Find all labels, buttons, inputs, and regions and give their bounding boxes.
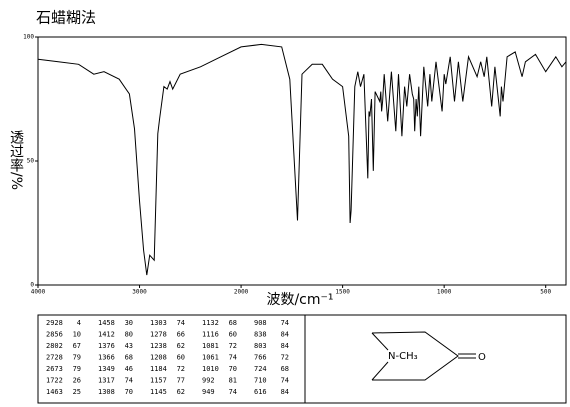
peak-transmittance: 10 <box>73 331 81 339</box>
peak-wavenumber: 1081 <box>202 342 219 350</box>
peak-wavenumber: 838 <box>254 331 267 339</box>
peak-transmittance: 4 <box>77 319 81 327</box>
peak-wavenumber: 949 <box>202 388 215 396</box>
peak-wavenumber: 1308 <box>98 388 115 396</box>
peak-wavenumber: 1349 <box>98 365 115 373</box>
peak-transmittance: 62 <box>177 342 185 350</box>
peak-transmittance: 74 <box>281 319 289 327</box>
peak-wavenumber: 1463 <box>46 388 63 396</box>
peak-wavenumber: 1184 <box>150 365 167 373</box>
peak-transmittance: 74 <box>229 354 237 362</box>
peak-wavenumber: 2802 <box>46 342 63 350</box>
peak-transmittance: 72 <box>229 342 237 350</box>
x-tick-label: 1500 <box>335 289 350 296</box>
peak-transmittance: 80 <box>125 331 133 339</box>
peak-wavenumber: 1722 <box>46 377 63 385</box>
peak-transmittance: 68 <box>229 319 237 327</box>
peak-wavenumber: 710 <box>254 377 267 385</box>
peak-transmittance: 74 <box>177 319 185 327</box>
peak-wavenumber: 1132 <box>202 319 219 327</box>
peak-wavenumber: 1412 <box>98 331 115 339</box>
peak-wavenumber: 1458 <box>98 319 115 327</box>
peak-transmittance: 74 <box>125 377 133 385</box>
peak-wavenumber: 616 <box>254 388 267 396</box>
peak-wavenumber: 1376 <box>98 342 115 350</box>
peak-transmittance: 70 <box>229 365 237 373</box>
peak-transmittance: 79 <box>73 354 81 362</box>
structure-drawing <box>371 331 476 381</box>
peak-wavenumber: 1145 <box>150 388 167 396</box>
peak-transmittance: 84 <box>281 342 289 350</box>
peak-transmittance: 43 <box>125 342 133 350</box>
x-tick-label: 500 <box>540 289 551 296</box>
ring-bond <box>371 331 459 381</box>
x-tick-label: 2000 <box>234 289 249 296</box>
peak-transmittance: 81 <box>229 377 237 385</box>
peak-transmittance: 66 <box>177 331 185 339</box>
y-tick-label: 50 <box>27 158 35 165</box>
peak-wavenumber: 1157 <box>150 377 167 385</box>
peak-wavenumber: 992 <box>202 377 215 385</box>
peak-transmittance: 26 <box>73 377 81 385</box>
peak-wavenumber: 1116 <box>202 331 219 339</box>
peak-wavenumber: 2673 <box>46 365 63 373</box>
peak-wavenumber: 724 <box>254 365 267 373</box>
peak-wavenumber: 2728 <box>46 354 63 362</box>
y-axis-label: 透过率/% <box>8 130 24 190</box>
peak-transmittance: 72 <box>177 365 185 373</box>
peak-transmittance: 60 <box>229 331 237 339</box>
peak-wavenumber: 1317 <box>98 377 115 385</box>
peak-wavenumber: 2928 <box>46 319 63 327</box>
peak-transmittance: 74 <box>281 377 289 385</box>
peak-transmittance: 30 <box>125 319 133 327</box>
x-tick-label: 4000 <box>31 289 46 296</box>
bridge-bond <box>371 361 389 381</box>
peak-wavenumber: 1303 <box>150 319 167 327</box>
peak-transmittance: 68 <box>125 354 133 362</box>
peak-wavenumber: 803 <box>254 342 267 350</box>
peak-table-frame <box>37 314 567 404</box>
peak-wavenumber: 766 <box>254 354 267 362</box>
peak-wavenumber: 1061 <box>202 354 219 362</box>
peak-transmittance: 68 <box>281 365 289 373</box>
peak-transmittance: 79 <box>73 365 81 373</box>
y-tick-label: 100 <box>23 34 34 41</box>
x-tick-label: 1000 <box>437 289 452 296</box>
peak-wavenumber: 1238 <box>150 342 167 350</box>
peak-wavenumber: 1208 <box>150 354 167 362</box>
peak-wavenumber: 1278 <box>150 331 167 339</box>
peak-wavenumber: 908 <box>254 319 267 327</box>
chart-title: 石蜡糊法 <box>36 9 96 27</box>
bridge-bond <box>371 332 389 351</box>
peak-transmittance: 62 <box>177 388 185 396</box>
x-tick-label: 3000 <box>132 289 147 296</box>
y-tick-label: 0 <box>30 282 34 289</box>
peak-transmittance: 84 <box>281 331 289 339</box>
x-axis-label: 波数/cm⁻¹ <box>266 292 333 308</box>
spectrum-line <box>37 43 567 276</box>
peak-transmittance: 77 <box>177 377 185 385</box>
amine-label: N-CH₃ <box>388 351 418 362</box>
peak-transmittance: 67 <box>73 342 81 350</box>
peak-transmittance: 70 <box>125 388 133 396</box>
peak-transmittance: 60 <box>177 354 185 362</box>
oxygen-label: O <box>478 352 486 363</box>
peak-transmittance: 84 <box>281 388 289 396</box>
peak-wavenumber: 1010 <box>202 365 219 373</box>
peak-wavenumber: 2856 <box>46 331 63 339</box>
peak-transmittance: 74 <box>229 388 237 396</box>
peak-transmittance: 46 <box>125 365 133 373</box>
peak-wavenumber: 1366 <box>98 354 115 362</box>
peak-transmittance: 25 <box>73 388 81 396</box>
peak-transmittance: 72 <box>281 354 289 362</box>
